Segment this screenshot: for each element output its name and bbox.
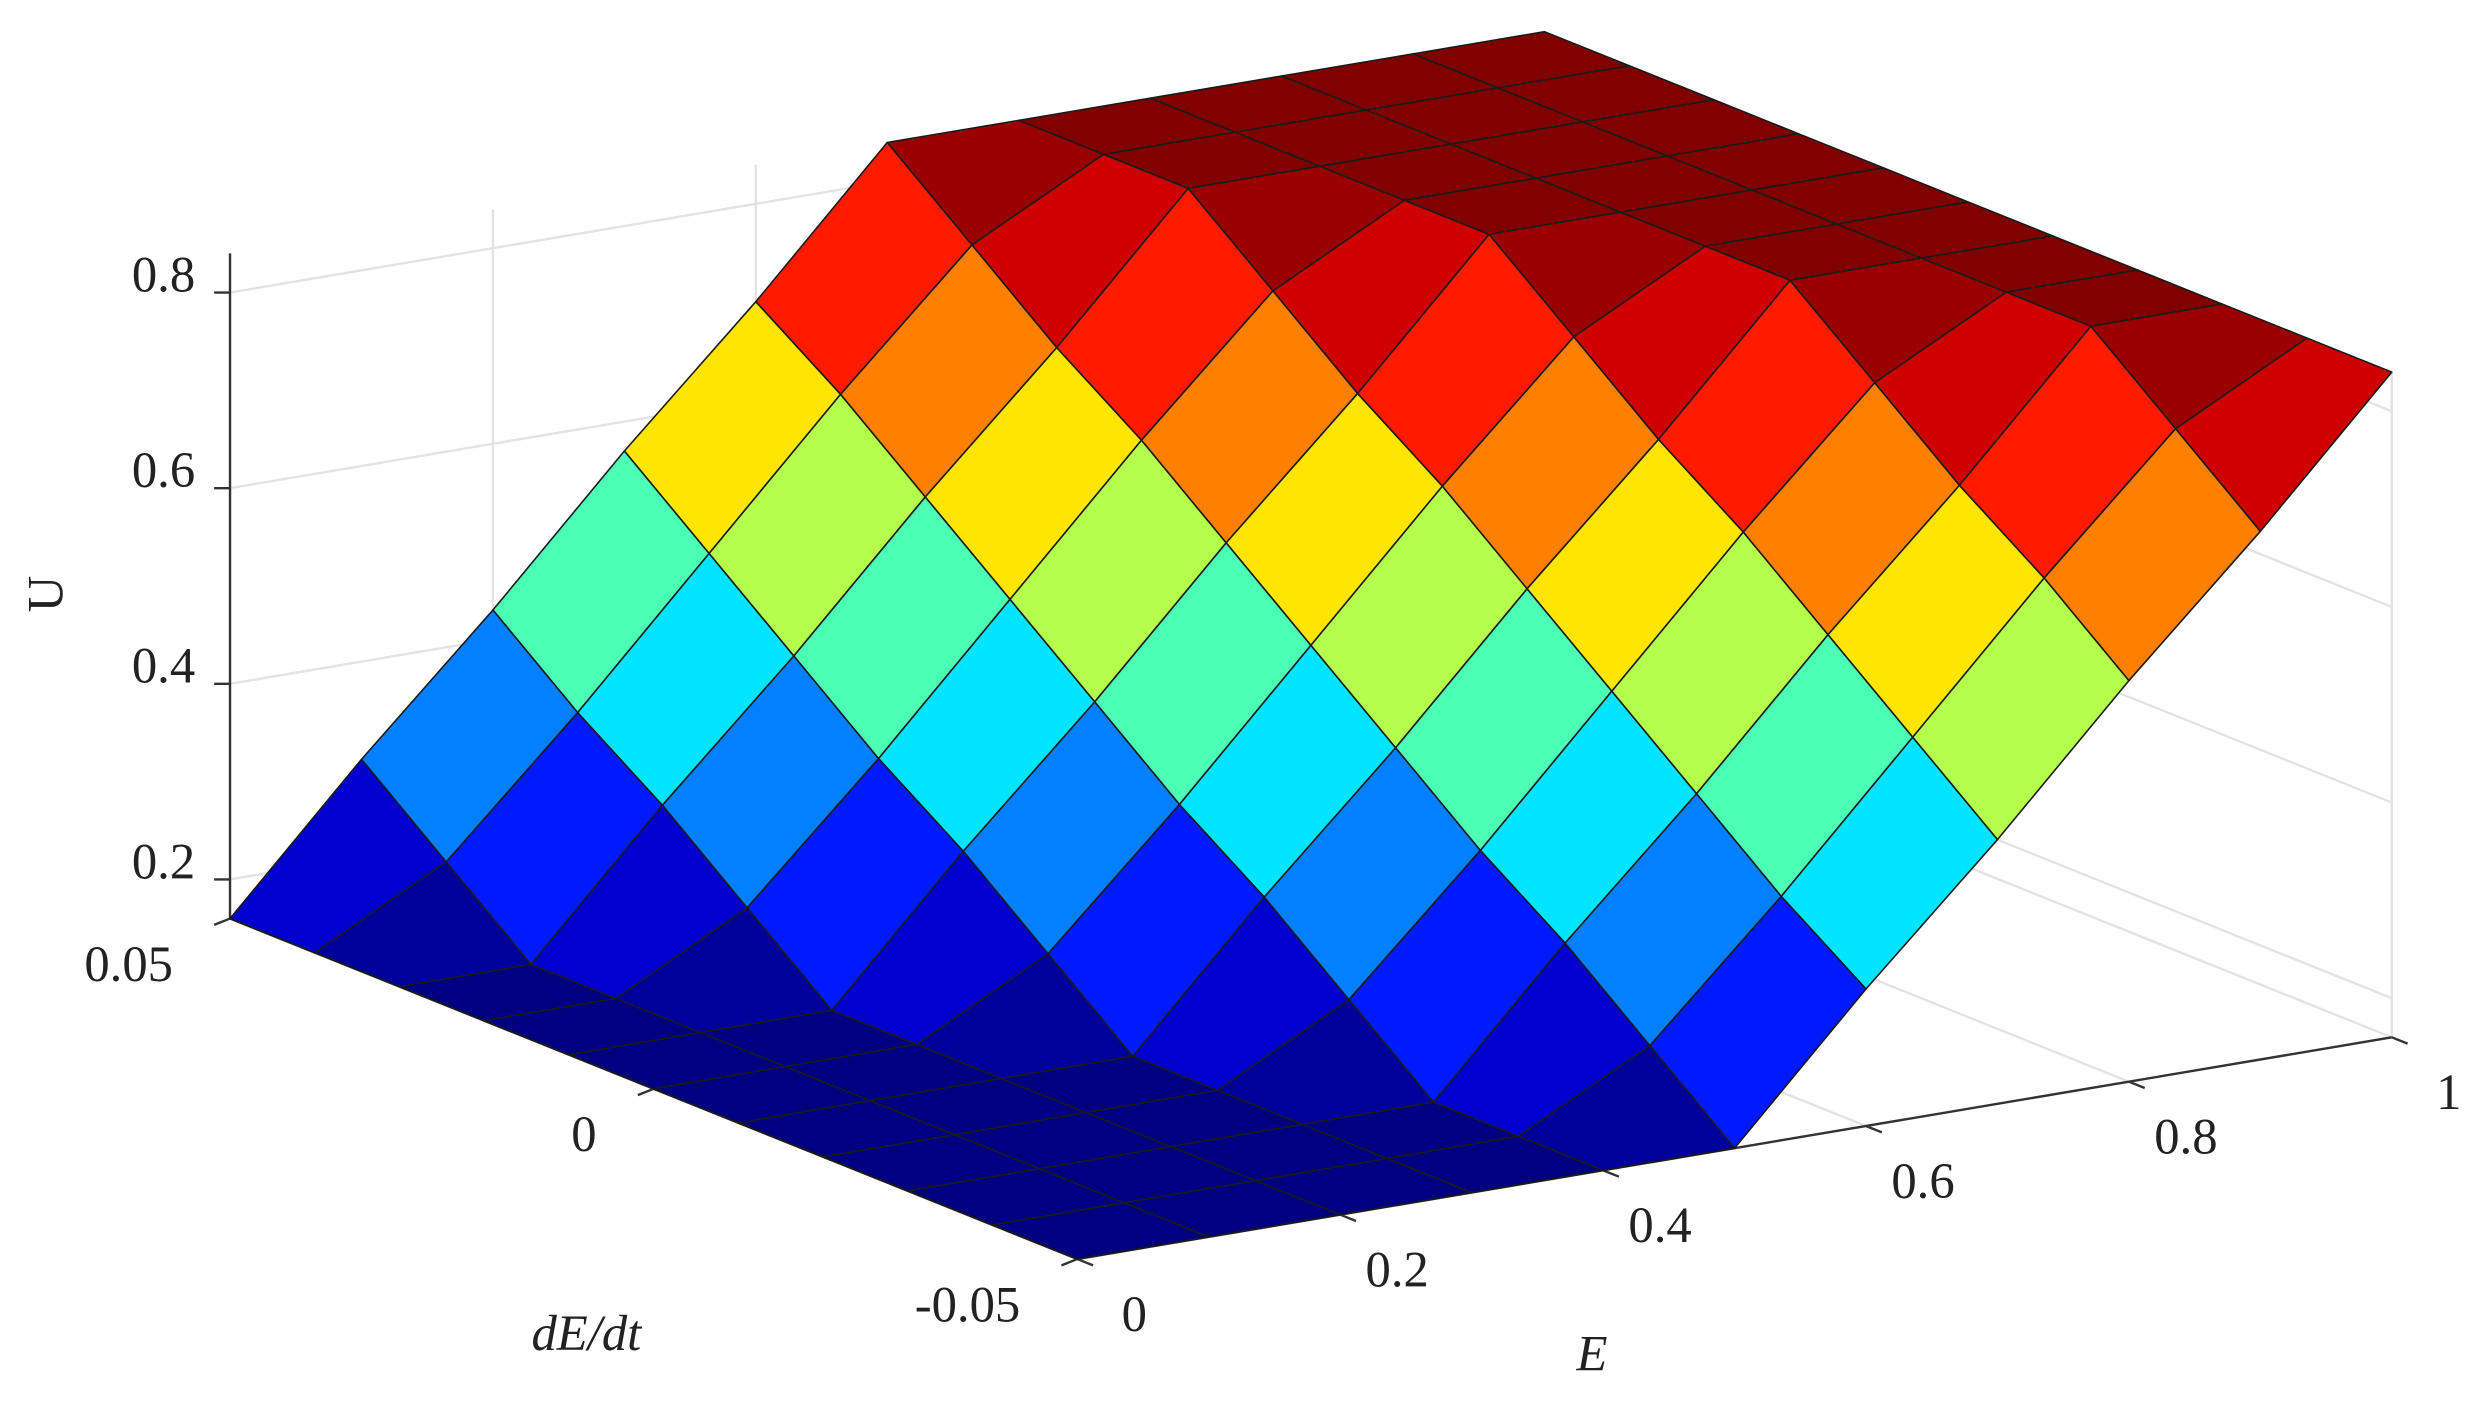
y-tick-label: 0.05 (84, 936, 173, 992)
z-tick-label: 0.6 (132, 442, 195, 498)
x-tick-label: 0.8 (2154, 1108, 2217, 1164)
x-axis-label: E (1576, 1325, 1608, 1381)
y-axis-label: dE/dt (531, 1305, 643, 1361)
x-tick-label: 0.4 (1628, 1197, 1691, 1253)
tick-mark (1061, 1257, 1078, 1267)
surface-face (991, 1202, 1210, 1260)
tick-mark (637, 1087, 655, 1097)
tick-mark (213, 917, 231, 926)
x-tick-label: 0.6 (1891, 1153, 1954, 1209)
tick-mark (2128, 1080, 2146, 1090)
tick-mark (1865, 1124, 1883, 1134)
y-tick-label: -0.05 (915, 1276, 1021, 1332)
tick-mark (1602, 1169, 1620, 1178)
x-tick-label: 0 (1122, 1286, 1147, 1342)
x-tick-label: 0.2 (1366, 1242, 1429, 1298)
tick-mark (1076, 1257, 1094, 1267)
tick-mark (1339, 1213, 1357, 1223)
z-tick-label: 0.4 (132, 638, 195, 694)
tick-mark (2391, 1036, 2409, 1045)
z-axis-label: U (18, 576, 74, 613)
y-tick-label: 0 (571, 1106, 596, 1162)
z-tick-label: 0.2 (132, 833, 195, 889)
z-tick-label: 0.8 (132, 246, 195, 302)
x-tick-label: 1 (2436, 1064, 2461, 1120)
